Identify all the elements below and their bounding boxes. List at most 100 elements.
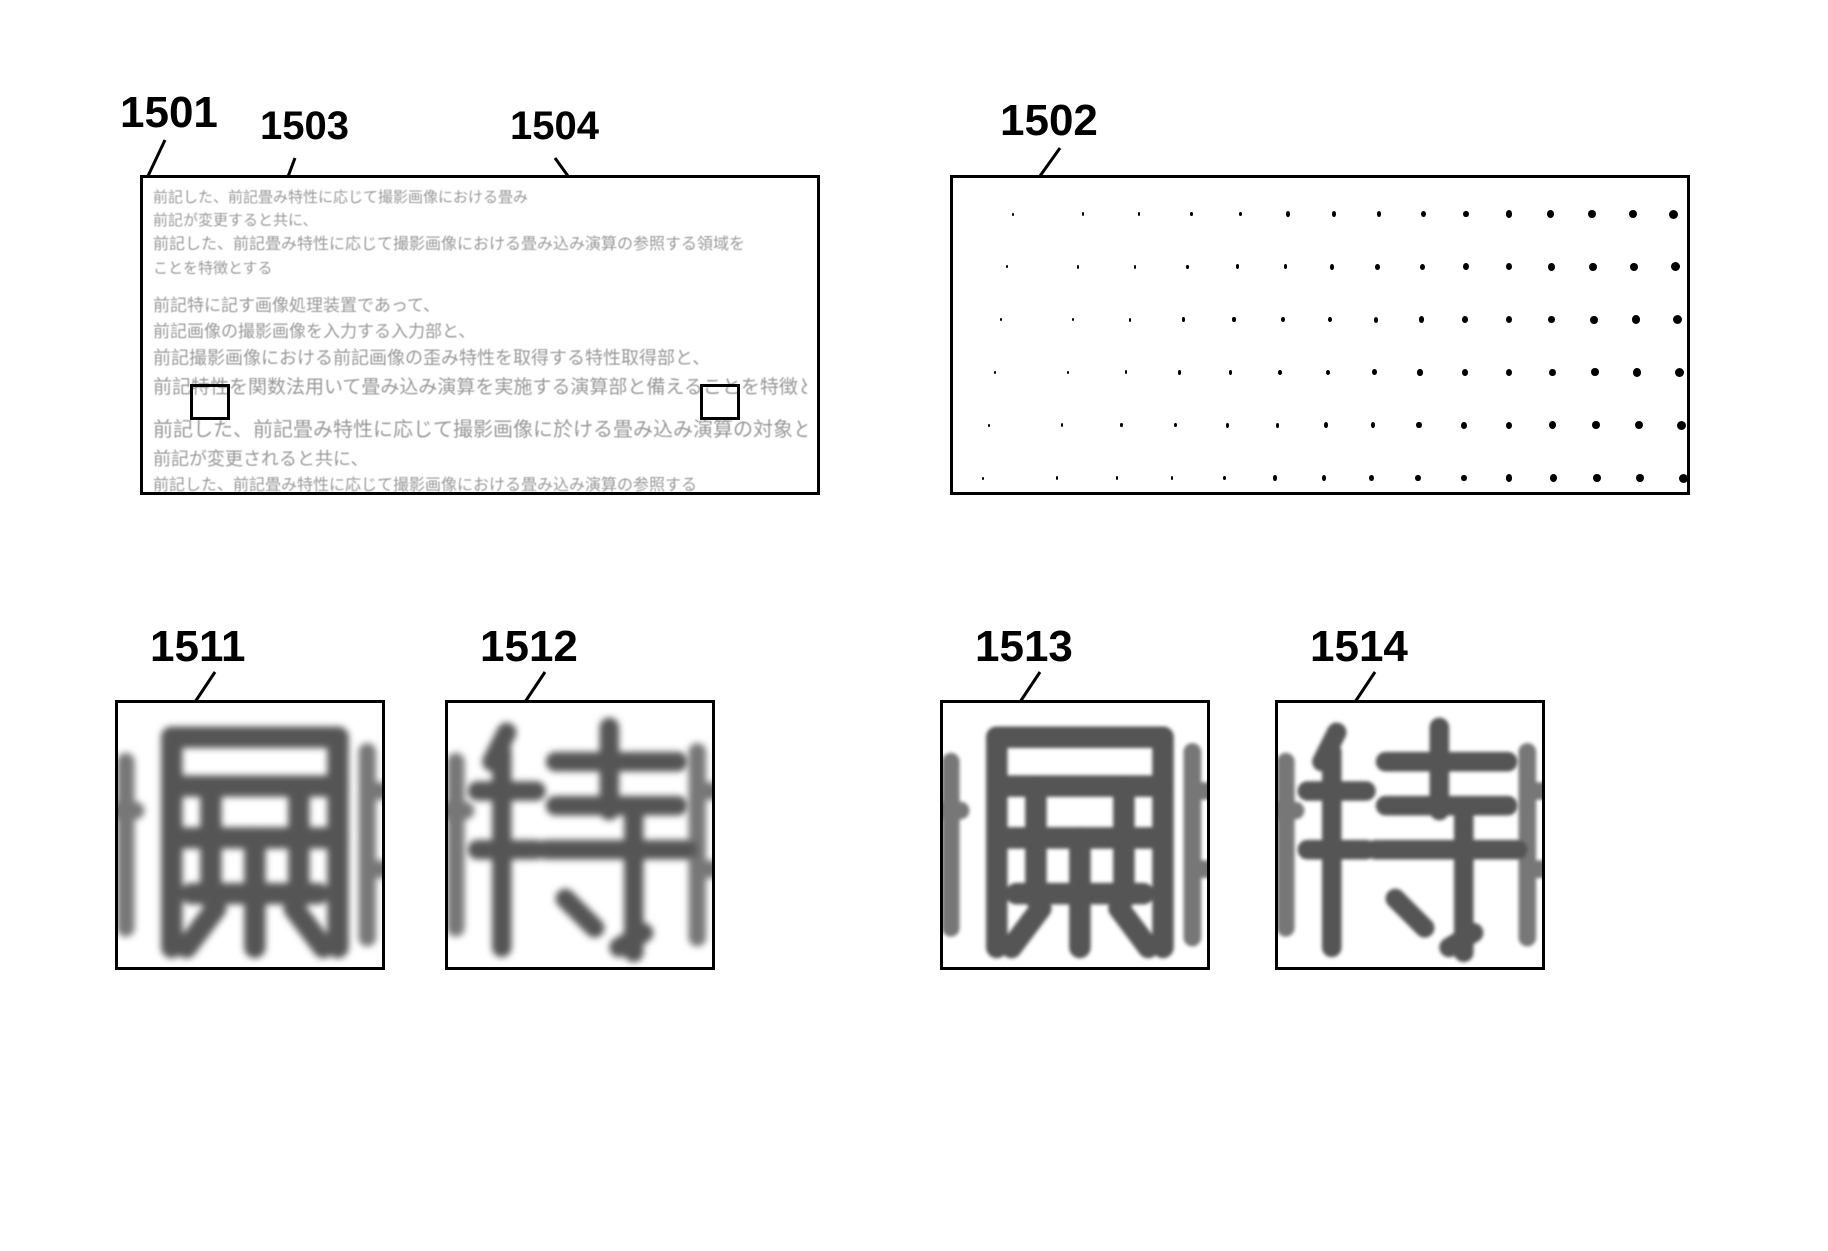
dot: [1548, 263, 1555, 271]
doc-line: 前記した、前記畳み特性に応じて撮影画像における畳み: [153, 186, 807, 209]
dot: [982, 477, 984, 480]
dot: [1506, 369, 1512, 376]
dot: [1332, 211, 1336, 217]
dot: [1281, 317, 1285, 322]
dot: [1673, 315, 1682, 324]
dot: [1178, 370, 1181, 374]
panel-1513: [940, 700, 1210, 970]
dot: [1629, 210, 1637, 219]
dot: [1286, 211, 1290, 216]
region-1503: [190, 384, 230, 420]
dot: [1632, 315, 1640, 324]
dot: [1226, 423, 1229, 428]
dot: [1372, 369, 1377, 375]
dot: [1550, 474, 1557, 482]
dot: [1322, 475, 1326, 481]
dot: [1120, 423, 1122, 427]
dot: [1549, 369, 1556, 377]
dot: [1278, 370, 1282, 375]
dot: [1636, 474, 1644, 483]
dot: [988, 424, 990, 427]
dot: [1324, 422, 1328, 428]
dot: [1174, 423, 1177, 427]
figure-page: 1501 1503 1504 1502 1511 1512 1513 1514 …: [0, 0, 1828, 1251]
doc-line: 前記した、前記畳み特性に応じて撮影画像における畳み込み演算の参照する領域を: [153, 233, 807, 258]
dot: [1463, 211, 1469, 218]
dot: [1415, 475, 1420, 481]
dot: [1229, 370, 1232, 375]
dot: [1082, 212, 1084, 215]
dot: [1284, 264, 1288, 269]
doc-line: 前記特に記す画像処理装置であって、: [153, 293, 807, 319]
dot: [1330, 264, 1334, 270]
dot: [994, 371, 996, 374]
dot: [1377, 211, 1382, 217]
dot: [1671, 262, 1680, 271]
dot: [1134, 265, 1136, 269]
dot: [1138, 212, 1140, 216]
dot: [1223, 476, 1226, 481]
dot: [1677, 421, 1686, 430]
dot: [1077, 265, 1079, 268]
dot: [1419, 316, 1424, 322]
doc-line: 前記画像の撮影画像を入力する入力部と、: [153, 319, 807, 345]
dot: [1461, 475, 1467, 482]
dot: [1462, 316, 1468, 323]
dot: [1547, 210, 1554, 218]
dot: [1461, 422, 1467, 429]
dot: [1072, 318, 1074, 321]
dot: [1061, 423, 1063, 426]
doc-line: 前記撮影画像における前記画像の歪み特性を取得する特性取得部と、: [153, 345, 807, 373]
dot: [1416, 422, 1421, 428]
dot: [1506, 474, 1512, 481]
dot: [1669, 210, 1678, 219]
dot: [1630, 263, 1638, 272]
panel-1512: [445, 700, 715, 970]
dot: [1590, 316, 1598, 324]
dot: [1462, 369, 1468, 376]
doc-line: 前記した、前記畳み特性に応じて撮影画像における畳み込み演算の参照する: [153, 474, 807, 496]
dot: [1125, 370, 1127, 374]
dot: [1549, 421, 1556, 429]
dot: [1506, 316, 1512, 323]
dot: [1190, 212, 1193, 216]
region-1504: [700, 384, 740, 420]
doc-line: ことを特徴とする: [153, 257, 807, 280]
dot: [1000, 318, 1002, 321]
dot: [1591, 368, 1599, 376]
dot: [1182, 317, 1185, 321]
dot: [1506, 422, 1512, 429]
dot: [1067, 371, 1069, 374]
dot: [1371, 422, 1376, 428]
dot: [1463, 263, 1469, 270]
dot: [1369, 475, 1374, 481]
doc-line: 前記が変更すると共に、: [153, 209, 807, 232]
dot: [1276, 423, 1280, 428]
doc-line: 前記が変更されると共に、: [153, 446, 807, 474]
panel-1501: 前記した、前記畳み特性に応じて撮影画像における畳み前記が変更すると共に、前記した…: [140, 175, 820, 495]
dot: [1326, 370, 1330, 376]
panel-1502: [950, 175, 1690, 495]
dot: [1635, 421, 1643, 430]
dot: [1171, 476, 1174, 480]
dot: [1374, 317, 1379, 323]
dot: [1589, 263, 1597, 271]
dot: [1548, 316, 1555, 324]
dot: [1012, 213, 1014, 216]
dot: [1421, 211, 1426, 217]
dot: [1232, 317, 1235, 322]
dot: [1116, 476, 1118, 480]
dot: [1239, 212, 1242, 217]
dot: [1273, 475, 1277, 480]
dot: [1417, 369, 1422, 375]
panel-1511: [115, 700, 385, 970]
dot: [1420, 264, 1425, 270]
dot: [1129, 318, 1131, 322]
dot: [1588, 210, 1596, 218]
dot: [1186, 265, 1189, 269]
dot: [1592, 421, 1600, 429]
dot: [1675, 368, 1684, 377]
dot: [1056, 476, 1058, 479]
dot: [1375, 264, 1380, 270]
dot: [1506, 210, 1512, 217]
